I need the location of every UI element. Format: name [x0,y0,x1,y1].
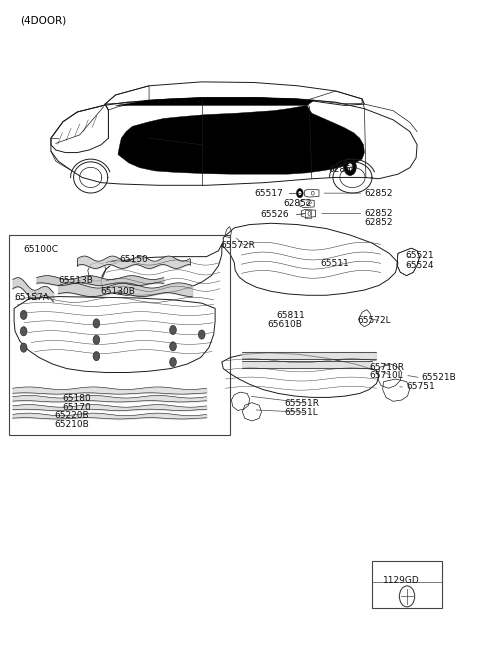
Circle shape [93,319,100,328]
Text: 65710R: 65710R [369,363,404,372]
Text: 65811: 65811 [276,311,305,320]
Circle shape [20,310,27,319]
Text: 65521: 65521 [405,251,434,260]
Text: 65751: 65751 [407,382,435,392]
Circle shape [198,330,205,339]
Text: 62850: 62850 [328,165,357,174]
Text: 65521B: 65521B [422,373,456,382]
Circle shape [299,191,301,195]
Text: 65572L: 65572L [357,316,391,325]
Text: 65150: 65150 [120,255,148,264]
Text: 65551L: 65551L [284,408,318,417]
Circle shape [344,159,356,175]
Circle shape [93,335,100,344]
Text: 65180: 65180 [62,394,91,403]
Circle shape [93,352,100,361]
Text: 65220B: 65220B [54,411,89,420]
Text: 65610B: 65610B [268,319,302,329]
Text: 62852: 62852 [364,189,393,197]
Text: (4DOOR): (4DOOR) [20,15,66,25]
Text: 65130B: 65130B [100,287,135,297]
Circle shape [169,358,176,367]
Text: 65511: 65511 [321,259,349,268]
Polygon shape [116,98,364,174]
Bar [372,561,443,608]
Text: 65710L: 65710L [369,371,403,380]
Circle shape [297,188,303,197]
Circle shape [20,343,27,352]
Text: 65524: 65524 [405,260,433,270]
Text: 65170: 65170 [62,403,91,412]
Circle shape [20,327,27,336]
Text: 65513B: 65513B [58,276,93,285]
Text: 65100C: 65100C [24,245,59,254]
Text: 65526: 65526 [261,211,289,219]
Circle shape [169,342,176,351]
Text: 65572R: 65572R [220,241,255,250]
Text: 1129GD: 1129GD [383,576,420,585]
Bar [9,235,230,435]
Text: 62852: 62852 [364,218,393,227]
Text: 65210B: 65210B [54,420,89,429]
Text: 62852: 62852 [364,209,393,218]
Text: 65517: 65517 [254,189,283,197]
Text: 65157A: 65157A [14,293,49,302]
Text: 65551R: 65551R [284,399,319,408]
Bar [305,210,311,218]
Circle shape [169,325,176,335]
Text: 62852: 62852 [283,199,312,208]
Circle shape [348,164,352,171]
